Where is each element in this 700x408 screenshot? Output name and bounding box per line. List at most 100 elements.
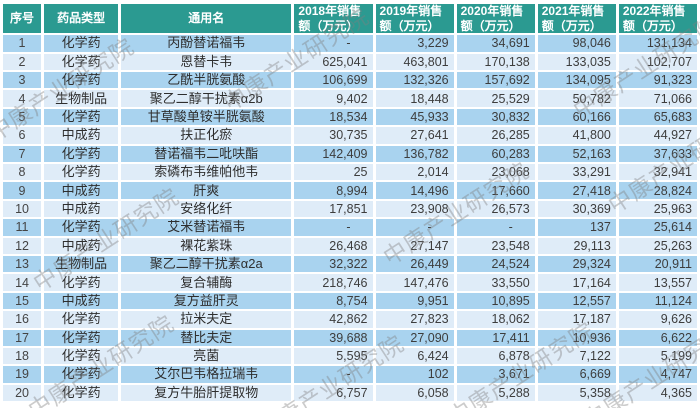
cell-sales-2018: 6,757 bbox=[294, 384, 373, 402]
cell-sales-2019: 14,496 bbox=[375, 182, 454, 199]
cell-sales-2021: 17,187 bbox=[537, 311, 616, 328]
cell-index: 8 bbox=[3, 163, 42, 181]
cell-sales-2018: 18,534 bbox=[294, 108, 373, 126]
cell-sales-2019: 102 bbox=[375, 366, 454, 383]
cell-generic-name: 聚乙二醇干扰素α2b bbox=[121, 90, 292, 107]
table-row: 4 生物制品 聚乙二醇干扰素α2b 9,402 18,448 25,529 50… bbox=[3, 90, 697, 107]
cell-sales-2020: 23,548 bbox=[456, 237, 535, 254]
cell-index: 12 bbox=[3, 237, 42, 254]
cell-sales-2020: 34,691 bbox=[456, 35, 535, 52]
cell-sales-2022: 28,824 bbox=[618, 182, 697, 199]
cell-sales-2020: 157,692 bbox=[456, 72, 535, 89]
cell-sales-2022: 91,323 bbox=[618, 72, 697, 89]
cell-sales-2021: 12,557 bbox=[537, 292, 616, 310]
cell-sales-2020: 30,832 bbox=[456, 108, 535, 126]
cell-sales-2018: 5,595 bbox=[294, 347, 373, 365]
cell-sales-2020: 17,411 bbox=[456, 329, 535, 346]
cell-drug-type: 化学药 bbox=[44, 329, 119, 346]
cell-sales-2021: 50,782 bbox=[537, 90, 616, 107]
col-header-sales-2022: 2022年销售 额（万元） bbox=[618, 4, 697, 34]
col-header-sales-2018: 2018年销售 额（万元） bbox=[294, 4, 373, 34]
col-header-generic-name: 通用名 bbox=[121, 4, 292, 34]
cell-sales-2020: 17,660 bbox=[456, 182, 535, 199]
cell-sales-2019: 147,476 bbox=[375, 274, 454, 291]
cell-drug-type: 中成药 bbox=[44, 127, 119, 144]
cell-sales-2021: 5,358 bbox=[537, 384, 616, 402]
cell-sales-2022: 71,066 bbox=[618, 90, 697, 107]
cell-generic-name: 艾米替诺福韦 bbox=[121, 219, 292, 236]
cell-index: 9 bbox=[3, 182, 42, 199]
cell-sales-2019: 27,823 bbox=[375, 311, 454, 328]
header-label: 2018年销售 bbox=[298, 4, 362, 18]
header-label: 2022年销售 bbox=[622, 4, 686, 18]
cell-sales-2019: 3,229 bbox=[375, 35, 454, 52]
cell-sales-2018: - bbox=[294, 219, 373, 236]
cell-index: 10 bbox=[3, 200, 42, 218]
cell-sales-2021: 60,166 bbox=[537, 108, 616, 126]
table-row: 6 中成药 扶正化瘀 30,735 27,641 26,285 41,800 4… bbox=[3, 127, 697, 144]
cell-index: 11 bbox=[3, 219, 42, 236]
header-label: 通用名 bbox=[188, 11, 225, 26]
cell-sales-2020: - bbox=[456, 219, 535, 236]
cell-sales-2018: 8,754 bbox=[294, 292, 373, 310]
cell-generic-name: 拉米夫定 bbox=[121, 311, 292, 328]
cell-sales-2022: 11,124 bbox=[618, 292, 697, 310]
cell-drug-type: 化学药 bbox=[44, 53, 119, 71]
cell-sales-2018: - bbox=[294, 35, 373, 52]
cell-index: 18 bbox=[3, 347, 42, 365]
cell-index: 20 bbox=[3, 384, 42, 402]
cell-sales-2022: 4,747 bbox=[618, 366, 697, 383]
cell-drug-type: 中成药 bbox=[44, 292, 119, 310]
cell-sales-2018: 42,862 bbox=[294, 311, 373, 328]
table-row: 16 化学药 拉米夫定 42,862 27,823 18,062 17,187 … bbox=[3, 311, 697, 328]
cell-sales-2019: 132,326 bbox=[375, 72, 454, 89]
cell-generic-name: 替比夫定 bbox=[121, 329, 292, 346]
cell-index: 6 bbox=[3, 127, 42, 144]
cell-sales-2022: 32,941 bbox=[618, 163, 697, 181]
cell-drug-type: 化学药 bbox=[44, 72, 119, 89]
cell-index: 15 bbox=[3, 292, 42, 310]
cell-sales-2022: 44,927 bbox=[618, 127, 697, 144]
cell-drug-type: 化学药 bbox=[44, 145, 119, 162]
cell-drug-type: 中成药 bbox=[44, 182, 119, 199]
cell-sales-2020: 60,283 bbox=[456, 145, 535, 162]
cell-sales-2018: 9,402 bbox=[294, 90, 373, 107]
cell-sales-2022: 13,557 bbox=[618, 274, 697, 291]
cell-sales-2022: 5,199 bbox=[618, 347, 697, 365]
col-header-drug-type: 药品类型 bbox=[44, 4, 119, 34]
cell-index: 19 bbox=[3, 366, 42, 383]
cell-sales-2021: 17,164 bbox=[537, 274, 616, 291]
cell-drug-type: 生物制品 bbox=[44, 255, 119, 273]
table-row: 17 化学药 替比夫定 39,688 27,090 17,411 10,936 … bbox=[3, 329, 697, 346]
cell-sales-2020: 33,550 bbox=[456, 274, 535, 291]
cell-index: 5 bbox=[3, 108, 42, 126]
cell-generic-name: 复合辅酶 bbox=[121, 274, 292, 291]
col-header-sales-2020: 2020年销售 额（万元） bbox=[456, 4, 535, 34]
cell-sales-2018: - bbox=[294, 366, 373, 383]
cell-sales-2019: 6,424 bbox=[375, 347, 454, 365]
cell-sales-2020: 5,288 bbox=[456, 384, 535, 402]
cell-generic-name: 裸花紫珠 bbox=[121, 237, 292, 254]
cell-index: 7 bbox=[3, 145, 42, 162]
cell-generic-name: 乙酰半胱氨酸 bbox=[121, 72, 292, 89]
table-row: 14 化学药 复合辅酶 218,746 147,476 33,550 17,16… bbox=[3, 274, 697, 291]
cell-index: 2 bbox=[3, 53, 42, 71]
cell-sales-2022: 4,365 bbox=[618, 384, 697, 402]
table-body: 1 化学药 丙酚替诺福韦 - 3,229 34,691 98,046 131,1… bbox=[3, 35, 697, 402]
cell-sales-2019: 2,014 bbox=[375, 163, 454, 181]
cell-generic-name: 复方益肝灵 bbox=[121, 292, 292, 310]
cell-sales-2022: 6,622 bbox=[618, 329, 697, 346]
cell-drug-type: 化学药 bbox=[44, 163, 119, 181]
cell-generic-name: 艾尔巴韦格拉瑞韦 bbox=[121, 366, 292, 383]
table-row: 18 化学药 亮菌 5,595 6,424 6,878 7,122 5,199 bbox=[3, 347, 697, 365]
cell-index: 3 bbox=[3, 72, 42, 89]
cell-drug-type: 化学药 bbox=[44, 274, 119, 291]
header-label: 2020年销售 bbox=[460, 4, 524, 18]
cell-drug-type: 化学药 bbox=[44, 311, 119, 328]
table-row: 1 化学药 丙酚替诺福韦 - 3,229 34,691 98,046 131,1… bbox=[3, 35, 697, 52]
cell-drug-type: 化学药 bbox=[44, 347, 119, 365]
col-header-sales-2019: 2019年销售 额（万元） bbox=[375, 4, 454, 34]
cell-sales-2018: 25 bbox=[294, 163, 373, 181]
cell-sales-2018: 39,688 bbox=[294, 329, 373, 346]
